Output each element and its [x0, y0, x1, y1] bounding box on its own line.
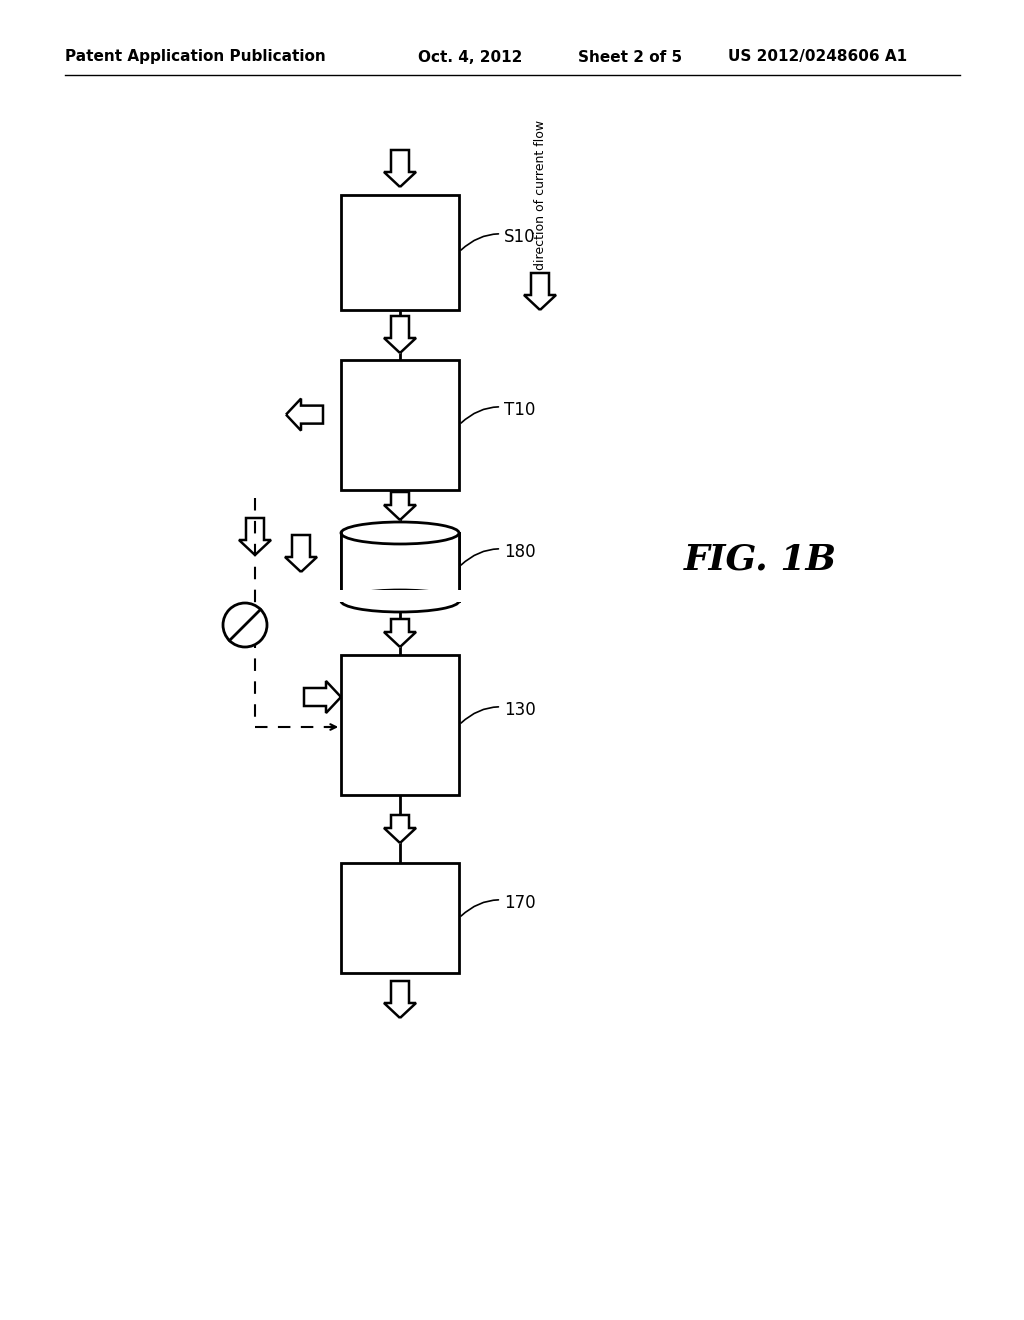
Polygon shape: [384, 981, 416, 1018]
Polygon shape: [384, 315, 416, 352]
Ellipse shape: [341, 521, 459, 544]
Text: direction of current flow: direction of current flow: [534, 120, 547, 271]
Polygon shape: [384, 492, 416, 520]
Text: 180: 180: [461, 543, 536, 565]
Text: FIG. 1B: FIG. 1B: [683, 543, 837, 577]
Text: 170: 170: [461, 894, 536, 916]
Polygon shape: [384, 814, 416, 843]
Bar: [339, 590, 461, 602]
Polygon shape: [304, 681, 341, 713]
Bar: [341, 533, 459, 601]
Text: Sheet 2 of 5: Sheet 2 of 5: [578, 49, 682, 65]
Text: Oct. 4, 2012: Oct. 4, 2012: [418, 49, 522, 65]
Polygon shape: [239, 517, 271, 554]
Text: T10: T10: [461, 401, 536, 424]
Polygon shape: [384, 150, 416, 187]
Text: S10: S10: [461, 228, 536, 249]
Bar: [341, 655, 459, 795]
Polygon shape: [286, 399, 323, 430]
Bar: [341, 360, 459, 490]
Text: US 2012/0248606 A1: US 2012/0248606 A1: [728, 49, 907, 65]
Circle shape: [223, 603, 267, 647]
Bar: [341, 863, 459, 973]
Polygon shape: [524, 273, 556, 310]
Polygon shape: [285, 535, 317, 572]
Bar: [341, 195, 459, 310]
Ellipse shape: [341, 590, 459, 612]
Text: 130: 130: [461, 701, 536, 723]
Polygon shape: [384, 619, 416, 647]
Text: Patent Application Publication: Patent Application Publication: [65, 49, 326, 65]
